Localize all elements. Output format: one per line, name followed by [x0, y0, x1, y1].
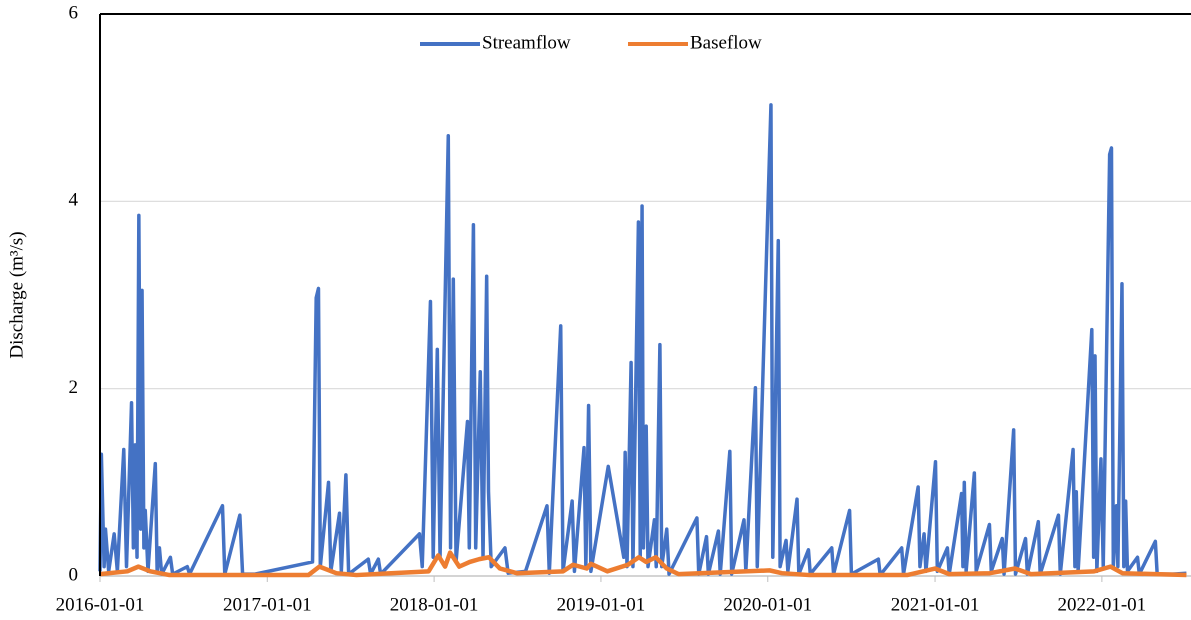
- x-tick-label: 2022-01-01: [1058, 594, 1147, 615]
- x-tick-label: 2017-01-01: [223, 594, 312, 615]
- series-line: [98, 103, 1187, 577]
- legend: Streamflow Baseflow: [420, 32, 762, 53]
- x-tick-label: 2016-01-01: [56, 594, 145, 615]
- legend-label: Streamflow: [482, 32, 571, 53]
- x-tick-label: 2019-01-01: [557, 594, 646, 615]
- y-tick-label: 6: [69, 2, 79, 23]
- legend-label: Baseflow: [690, 32, 762, 53]
- y-axis-label: Discharge (m³/s): [6, 231, 27, 358]
- y-tick-label: 4: [69, 190, 79, 211]
- x-tick-label: 2018-01-01: [390, 594, 479, 615]
- y-tick-label: 2: [69, 377, 79, 398]
- y-tick-label: 0: [69, 564, 79, 585]
- x-tick-label: 2021-01-01: [891, 594, 980, 615]
- x-tick-label: 2020-01-01: [723, 594, 812, 615]
- series-line: [99, 550, 1187, 578]
